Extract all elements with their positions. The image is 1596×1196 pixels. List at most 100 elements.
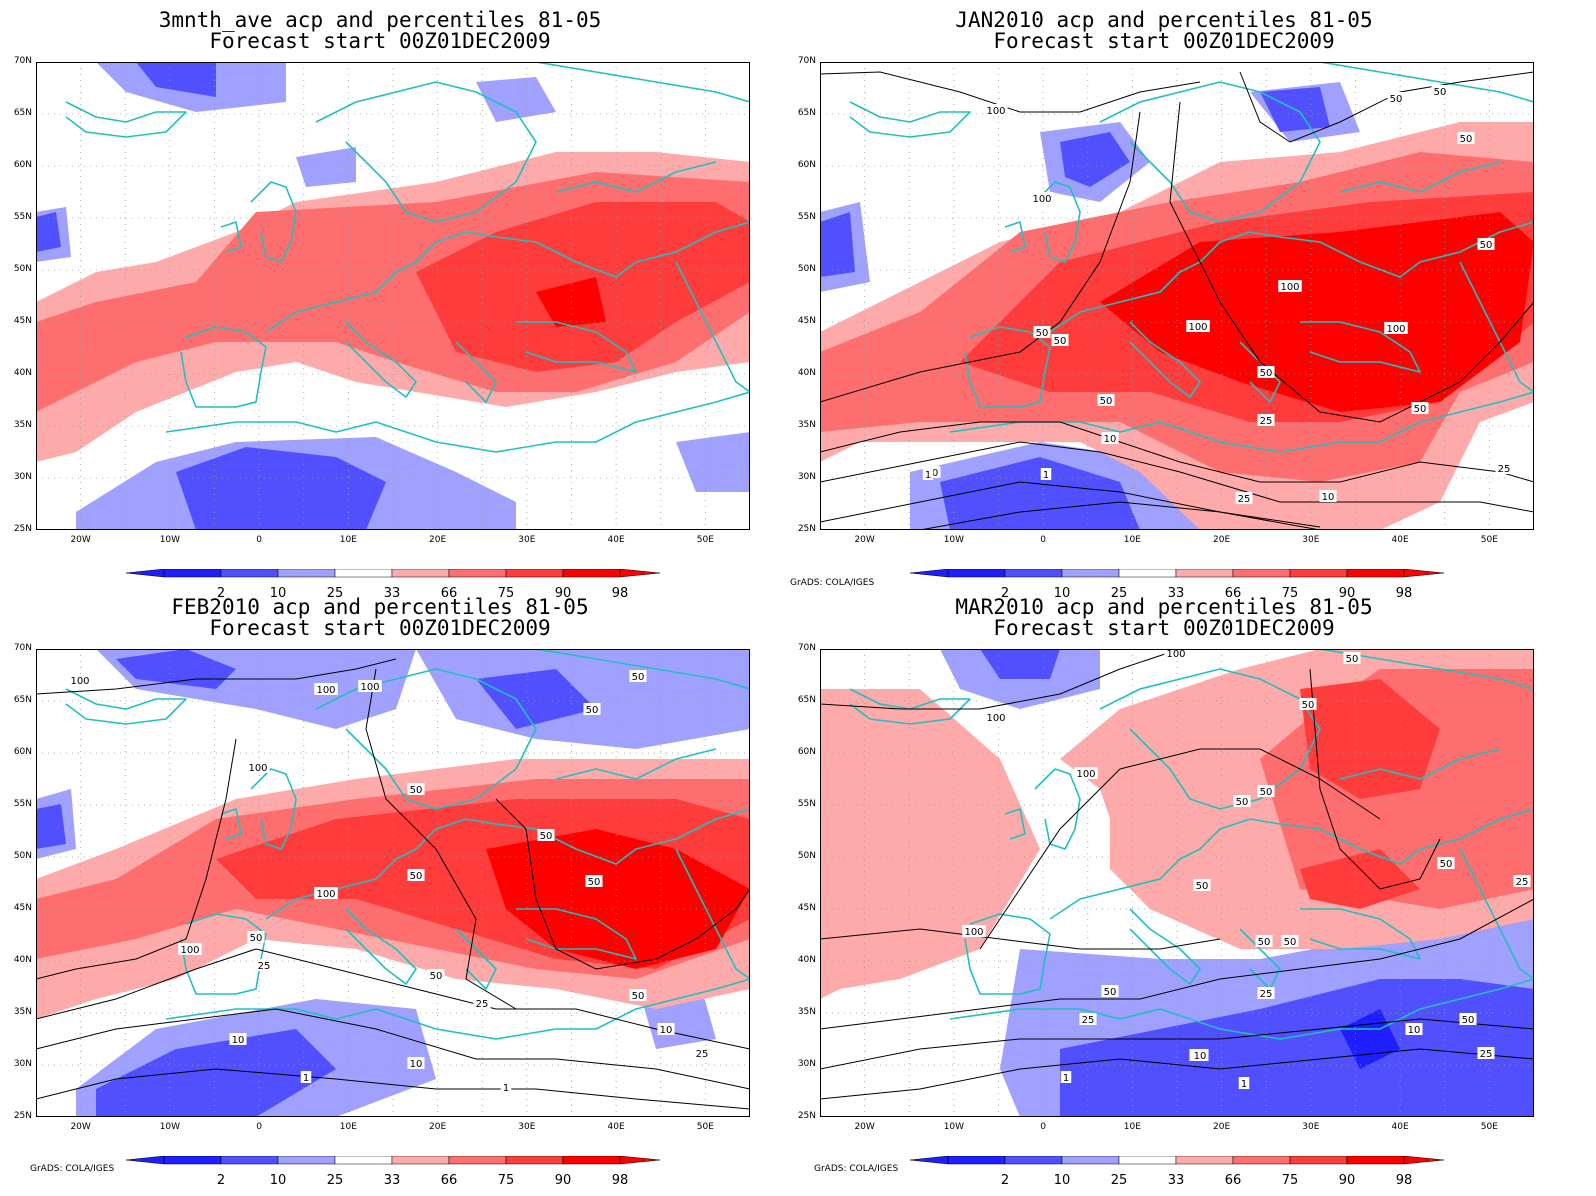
- percentile-area: [1060, 132, 1130, 187]
- contour-value: 100: [1386, 324, 1405, 335]
- contour-value: 50: [1100, 396, 1113, 407]
- colorbar-segment: [947, 1155, 1006, 1165]
- coastline: [65, 688, 187, 725]
- contour-label: 100: [1186, 320, 1210, 333]
- coastline: [436, 62, 750, 103]
- contour-label: 10: [407, 1057, 425, 1070]
- percentile-area: [476, 669, 596, 729]
- longitude-tick-label: 10E: [339, 1122, 357, 1132]
- contour-value: 100: [1076, 769, 1095, 780]
- coastline: [964, 326, 1051, 408]
- contour-value: 100: [316, 685, 335, 696]
- colorbar-label: 2: [216, 586, 226, 601]
- latitude-tick-label: 65N: [13, 695, 32, 705]
- coastline: [455, 928, 497, 990]
- contour-value: 50: [1414, 404, 1427, 415]
- colorbar-label: 66: [1224, 1173, 1242, 1188]
- longitude-tick-label: 50E: [1480, 1122, 1498, 1132]
- colorbar-segment: [1346, 568, 1405, 578]
- contour-value: 50: [430, 971, 443, 982]
- acp-contour-line: [820, 1018, 1534, 1070]
- contour-label: 50: [1051, 334, 1069, 347]
- colorbar-label: 66: [440, 586, 458, 601]
- colorbar-segment: [1289, 1155, 1348, 1165]
- coastline: [1099, 81, 1321, 223]
- latitude-tick-label: 50N: [797, 851, 816, 861]
- latitude-tick-label: 70N: [797, 643, 816, 653]
- contour-value: 1: [503, 1083, 509, 1094]
- contour-label: 100: [68, 674, 92, 687]
- contour-label: 25: [1513, 875, 1531, 888]
- latitude-tick-label: 30N: [13, 472, 32, 482]
- contour-label: 25: [1257, 414, 1275, 427]
- colorbar-label: 75: [1281, 586, 1299, 601]
- longitude-tick-label: 40E: [1391, 1122, 1409, 1132]
- contour-label: 50: [1257, 366, 1275, 379]
- contour-label: 50: [1257, 785, 1275, 798]
- contour-value: 25: [476, 999, 489, 1010]
- contour-label: 10: [1191, 1049, 1209, 1062]
- map-canvas: [36, 62, 750, 530]
- colorbar-arrow: [1403, 568, 1445, 578]
- latitude-tick-label: 40N: [13, 955, 32, 965]
- latitude-tick-label: 50N: [797, 264, 816, 274]
- contour-value: 100: [986, 713, 1005, 724]
- colorbar-label: 10: [1053, 586, 1071, 601]
- contour-label: 50: [1411, 402, 1429, 415]
- contour-value: 50: [1196, 881, 1209, 892]
- longitude-tick-label: 10W: [943, 1122, 965, 1132]
- colorbar-label: 90: [1338, 586, 1356, 601]
- panel-title: JAN2010 acp and percentiles 81-05: [955, 8, 1373, 32]
- contour-label: 25: [473, 997, 491, 1010]
- contour-value: 100: [360, 682, 379, 693]
- latitude-tick-label: 25N: [13, 1111, 32, 1121]
- coastline: [675, 261, 750, 393]
- colorbar-label: 25: [326, 1173, 344, 1188]
- contour-value: 25: [1260, 416, 1273, 427]
- colorbar-segment: [334, 568, 393, 578]
- percentile-area: [1340, 1009, 1400, 1069]
- longitude-tick-label: 20E: [1213, 1122, 1231, 1132]
- coastline: [180, 913, 267, 995]
- latitude-tick-label: 60N: [13, 160, 32, 170]
- longitude-tick-label: 20W: [854, 1122, 875, 1132]
- contour-label: 50: [1101, 985, 1119, 998]
- coastline: [265, 221, 750, 333]
- longitude-tick-label: 10E: [1123, 535, 1141, 545]
- map-panel: FEB2010 acp and percentiles 81-05 Forecas…: [0, 587, 760, 1188]
- contour-label: 100: [178, 943, 202, 956]
- contour-value: 50: [1462, 1015, 1475, 1026]
- percentile-area: [820, 212, 855, 277]
- contour-label: 50: [1387, 92, 1405, 105]
- colorbar-segment: [1061, 568, 1120, 578]
- latitude-tick-label: 65N: [797, 695, 816, 705]
- contour-label: 100: [962, 925, 986, 938]
- contour-value: 50: [1054, 336, 1067, 347]
- contour-label: 1: [300, 1071, 312, 1084]
- colorbar-label: 25: [1110, 586, 1128, 601]
- panel-subtitle: Forecast start 00Z01DEC2009: [993, 29, 1335, 53]
- contour-label: 100: [984, 711, 1008, 724]
- contour-label: 50: [629, 670, 647, 683]
- contour-value: 50: [1346, 654, 1359, 665]
- colorbar-segment: [220, 1155, 279, 1165]
- latitude-tick-label: 70N: [13, 56, 32, 66]
- coastline: [1049, 808, 1534, 920]
- colorbar-label: 75: [1281, 1173, 1299, 1188]
- colorbar-label: 10: [1053, 1173, 1071, 1188]
- acp-contour-line: [979, 748, 1381, 950]
- contour-value: 100: [316, 889, 335, 900]
- coastline: [1034, 768, 1081, 850]
- latitude-tick-label: 35N: [797, 420, 816, 430]
- contour-value: 10: [232, 1035, 245, 1046]
- longitude-tick-label: 0: [256, 1122, 262, 1132]
- coastline: [1300, 321, 1421, 373]
- coastline: [949, 978, 1534, 1040]
- contour-value: 25: [1516, 877, 1529, 888]
- latitude-tick-label: 35N: [13, 420, 32, 430]
- contour-label: 50: [1281, 935, 1299, 948]
- colorbar-label: 10: [269, 1173, 287, 1188]
- coastline: [436, 649, 750, 690]
- colorbar-segment: [505, 1155, 564, 1165]
- grads-credit: GrADS: COLA/IGES: [30, 1164, 115, 1174]
